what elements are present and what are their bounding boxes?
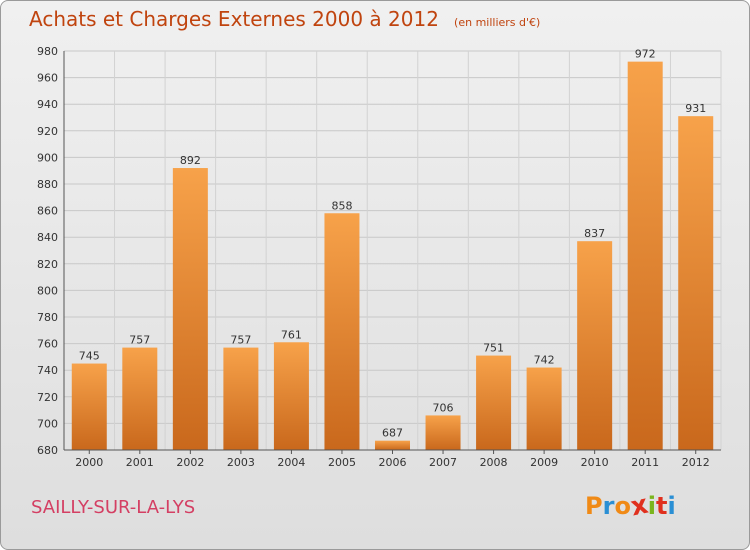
y-tick-label: 940 — [37, 98, 58, 111]
y-tick-label: 980 — [37, 45, 58, 58]
logo-letter: t — [655, 492, 668, 520]
bar-value-label: 858 — [331, 199, 352, 212]
bar — [375, 440, 410, 450]
logo-letter: o — [614, 492, 631, 520]
y-tick-label: 720 — [37, 391, 58, 404]
bar-value-label: 972 — [635, 48, 656, 61]
bar-value-label: 742 — [534, 354, 555, 367]
city-name: SAILLY-SUR-LA-LYS — [31, 497, 196, 518]
x-tick-label: 2011 — [631, 456, 659, 469]
bar — [526, 367, 562, 450]
logo-letter: i — [667, 492, 676, 520]
y-tick-label: 760 — [37, 338, 58, 351]
chart-title: Achats et Charges Externes 2000 à 2012 — [29, 7, 439, 31]
x-tick-label: 2007 — [429, 456, 457, 469]
bar — [324, 213, 360, 450]
axis-layer: 680 700 720 740 760 780 800 820 840 860 880 900 920 9… — [37, 45, 721, 469]
y-tick-label: 880 — [37, 178, 58, 191]
bar-value-label: 892 — [180, 154, 201, 167]
x-tick-label: 2002 — [176, 456, 204, 469]
y-tick-label: 840 — [37, 231, 58, 244]
bar — [627, 61, 663, 450]
x-tick-label: 2003 — [227, 456, 255, 469]
bar — [71, 363, 107, 450]
x-tick-label: 2006 — [379, 456, 407, 469]
bar-value-label: 751 — [483, 342, 504, 355]
bar — [476, 355, 512, 450]
bar — [273, 342, 309, 450]
y-tick-label: 680 — [37, 444, 58, 457]
bar-value-label: 757 — [129, 334, 150, 347]
x-tick-label: 2001 — [126, 456, 154, 469]
bar — [223, 347, 259, 450]
chart-unit: (en milliers d'€) — [454, 16, 541, 29]
proxiti-logo: Proxiti — [585, 490, 676, 523]
y-tick-label: 780 — [37, 311, 58, 324]
y-tick-label: 920 — [37, 125, 58, 138]
x-tick-label: 2008 — [480, 456, 508, 469]
bar-value-label: 757 — [230, 334, 251, 347]
bar — [425, 415, 461, 450]
y-tick-label: 860 — [37, 205, 58, 218]
y-tick-label: 700 — [37, 417, 58, 430]
bar — [172, 168, 208, 451]
x-tick-label: 2010 — [581, 456, 609, 469]
bar-value-label: 761 — [281, 328, 302, 341]
x-tick-label: 2009 — [530, 456, 558, 469]
bar — [678, 116, 714, 451]
x-tick-label: 2005 — [328, 456, 356, 469]
logo-letter: r — [602, 492, 615, 520]
y-tick-label: 740 — [37, 364, 58, 377]
bar-value-label: 706 — [433, 401, 454, 414]
x-tick-label: 2004 — [277, 456, 305, 469]
title-row: Achats et Charges Externes 2000 à 2012 (… — [29, 7, 540, 31]
y-tick-label: 820 — [37, 258, 58, 271]
bar-value-label: 687 — [382, 427, 403, 440]
bar — [122, 347, 158, 450]
logo-letter: P — [585, 492, 603, 520]
bar-value-label: 837 — [584, 227, 605, 240]
y-tick-label: 960 — [37, 72, 58, 85]
grid-layer — [63, 50, 722, 451]
y-tick-label: 900 — [37, 151, 58, 164]
logo-letter: i — [647, 492, 656, 520]
x-tick-label: 2000 — [75, 456, 103, 469]
bar-value-label: 745 — [79, 350, 100, 363]
bar — [577, 241, 613, 450]
bar-value-label: 931 — [685, 102, 706, 115]
x-tick-label: 2012 — [682, 456, 710, 469]
bar-layer — [71, 61, 714, 451]
y-tick-label: 800 — [37, 284, 58, 297]
